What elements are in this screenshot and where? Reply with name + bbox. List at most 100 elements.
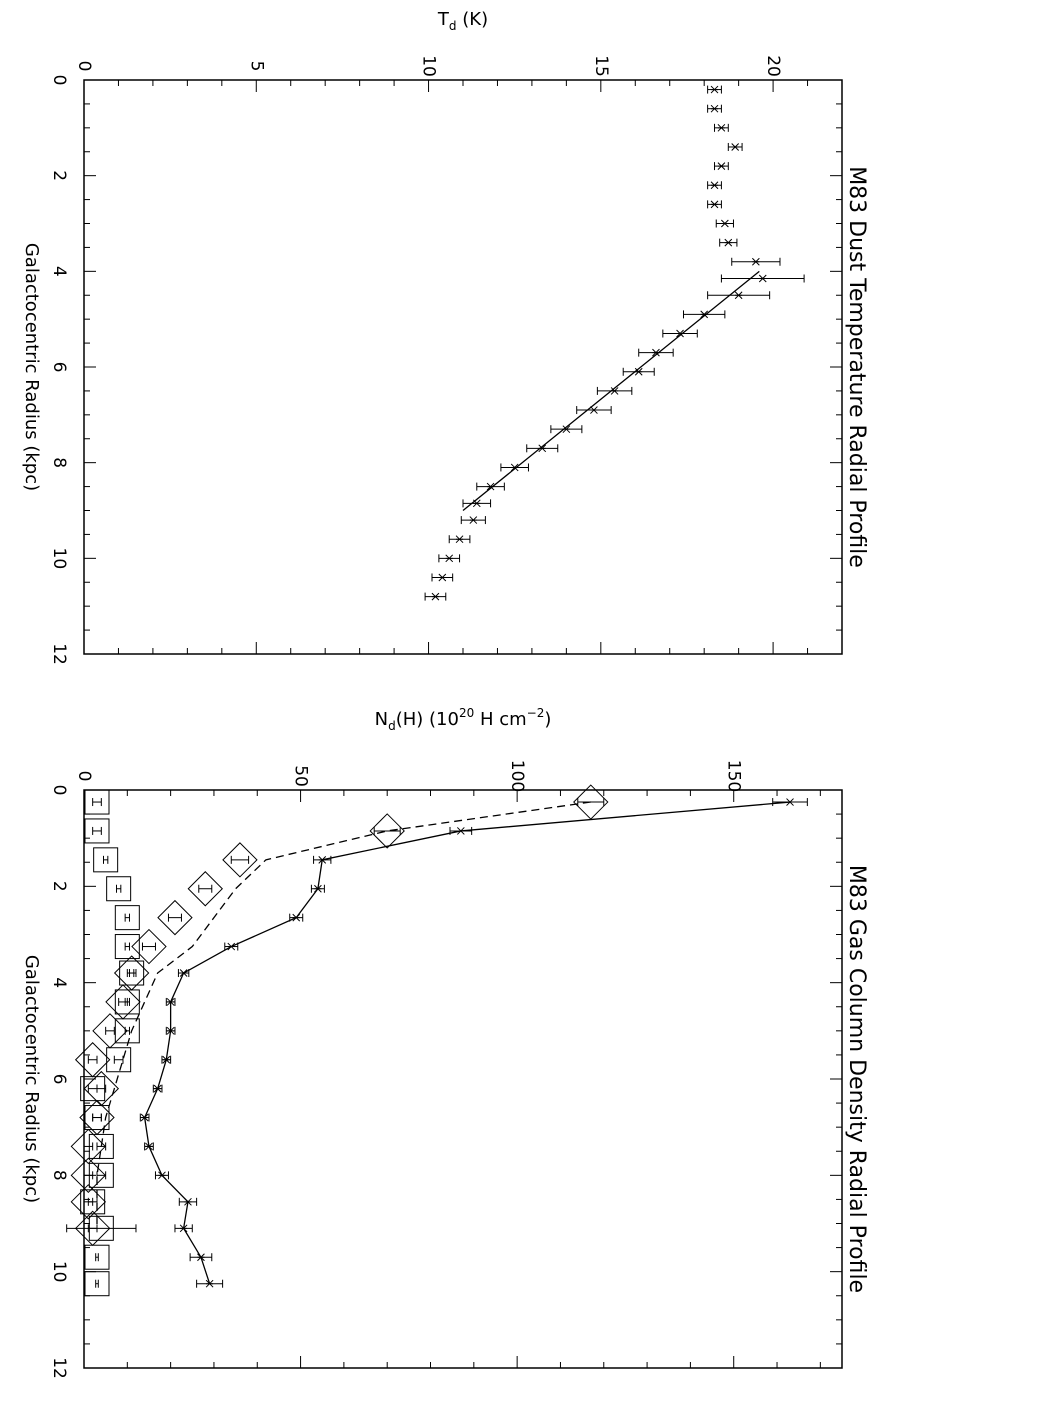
x-tick-label: 12: [49, 1357, 69, 1379]
data-point: [710, 104, 719, 113]
y-tick-label: 15: [591, 55, 611, 77]
data-point: [153, 1084, 162, 1093]
y-label-sub: d: [449, 19, 457, 33]
diamond-marker: [79, 1099, 115, 1136]
x-axis-label: Galactocentric Radius (kpc): [21, 243, 42, 491]
data-point: [752, 257, 760, 266]
data-marks: [424, 85, 805, 601]
data-point: [634, 367, 643, 376]
diamond-marker: [74, 1042, 111, 1078]
diamond-marker: [157, 899, 193, 936]
dust-temperature-panel: 0 2 4 6 8 10 12 0 5 10 15 20 M83 Dust Temperature …: [21, 9, 869, 665]
y-tick-label: 0: [74, 61, 94, 72]
data-point: [652, 348, 660, 357]
y-label-close: ): [544, 709, 551, 730]
data-point: [227, 942, 236, 951]
square-marker: [84, 818, 110, 844]
x-axis-label: Galactocentric Radius (kpc): [21, 955, 42, 1203]
x-tick-label: 0: [49, 785, 69, 796]
dashed-series-line: [96, 801, 591, 1229]
data-point: [758, 274, 767, 283]
y-label-main: N: [375, 709, 388, 730]
chart-title: M83 Dust Temperature Radial Profile: [844, 166, 869, 568]
x-tick-label: 6: [49, 1074, 69, 1085]
diamond-marker: [222, 842, 258, 878]
square-marker: [114, 934, 140, 960]
y-label-rest: (K): [457, 9, 489, 30]
data-point: [562, 425, 571, 434]
data-point: [179, 1224, 188, 1233]
data-point: [162, 1055, 171, 1064]
solid-series-line: [143, 801, 791, 1284]
square-marker: [93, 847, 119, 873]
data-point: [158, 1171, 166, 1180]
data-point: [700, 310, 709, 319]
diamond-marker: [83, 1070, 120, 1107]
y-label-rest: (H) (10: [396, 709, 459, 730]
square-marker: [84, 1244, 110, 1270]
y-label-sup2: −2: [527, 706, 545, 720]
square-marker: [119, 960, 145, 986]
y-tick-label: 50: [291, 765, 311, 787]
chart-title: M83 Gas Column Density Radial Profile: [844, 865, 869, 1293]
data-point: [731, 143, 740, 151]
data-point: [590, 406, 598, 414]
square-marker: [84, 1271, 110, 1297]
y-axis-label: Nd(H) (1020 H cm−2): [375, 706, 552, 733]
diamond-marker: [92, 1013, 128, 1049]
y-tick-label: 150: [724, 760, 744, 792]
x-tick-label: 12: [49, 643, 69, 665]
data-point: [197, 1253, 205, 1262]
y-tick-label: 0: [74, 771, 94, 782]
diamond-marker: [74, 1210, 111, 1247]
diamond-marker: [187, 871, 223, 907]
data-point: [166, 1026, 175, 1035]
data-marks: [66, 784, 808, 1297]
diamond-marker: [70, 1128, 107, 1165]
data-point: [205, 1279, 214, 1288]
data-point: [786, 798, 794, 806]
data-point: [314, 884, 322, 893]
data-point: [724, 238, 733, 247]
data-point: [179, 969, 188, 977]
square-marker: [114, 1018, 140, 1044]
data-point: [676, 329, 684, 338]
diamond-marker: [131, 928, 167, 965]
y-axis-ticks: 0 5 10 15 20: [74, 55, 843, 654]
data-point: [610, 387, 619, 395]
data-point: [438, 573, 447, 582]
data-point: [486, 482, 495, 491]
data-point: [717, 162, 726, 170]
square-marker: [106, 876, 132, 902]
data-point: [710, 85, 719, 94]
data-point: [721, 219, 729, 228]
y-tick-label: 20: [763, 55, 783, 77]
data-point: [445, 554, 454, 563]
x-axis-ticks: 0 2 4 6 8 10 12: [49, 75, 842, 665]
x-tick-label: 8: [49, 457, 69, 468]
x-tick-label: 10: [49, 548, 69, 570]
data-point: [145, 1142, 153, 1151]
diamond-marker: [70, 1184, 107, 1220]
diamond-marker: [105, 984, 141, 1020]
data-point: [292, 913, 301, 922]
x-tick-label: 4: [49, 266, 69, 277]
x-tick-label: 4: [49, 977, 69, 988]
y-tick-label: 5: [246, 61, 266, 72]
diamond-marker: [113, 955, 150, 991]
data-point: [318, 855, 327, 864]
data-point: [710, 200, 719, 209]
x-tick-label: 8: [49, 1170, 69, 1181]
x-tick-label: 6: [49, 362, 69, 373]
data-point: [510, 463, 519, 472]
data-point: [456, 827, 465, 835]
data-point: [455, 535, 464, 544]
x-tick-label: 2: [49, 881, 69, 892]
data-point: [734, 291, 743, 300]
data-point: [538, 444, 547, 453]
y-axis-ticks: 0 50 100 150: [74, 760, 821, 1368]
plot-frame: [83, 789, 843, 1369]
data-point: [184, 1197, 192, 1206]
diamond-marker: [369, 813, 405, 849]
data-point: [166, 998, 175, 1006]
